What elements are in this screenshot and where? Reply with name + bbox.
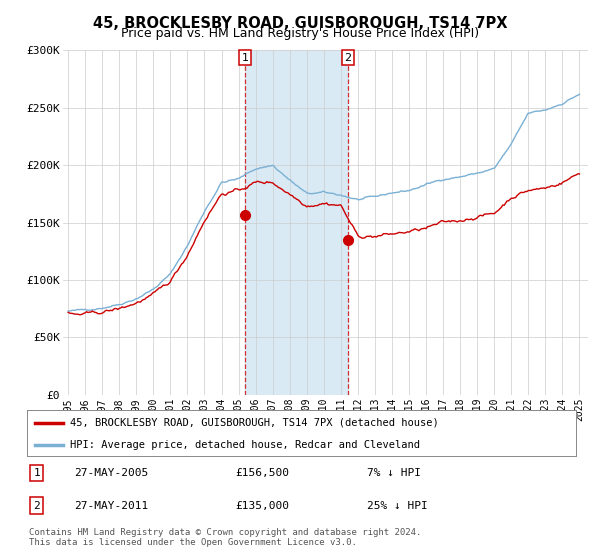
Text: 2: 2 bbox=[34, 501, 40, 511]
Text: 2: 2 bbox=[344, 53, 351, 63]
Text: Price paid vs. HM Land Registry's House Price Index (HPI): Price paid vs. HM Land Registry's House … bbox=[121, 27, 479, 40]
Text: 1: 1 bbox=[242, 53, 249, 63]
Text: 25% ↓ HPI: 25% ↓ HPI bbox=[367, 501, 428, 511]
Text: 1: 1 bbox=[34, 468, 40, 478]
Text: 45, BROCKLESBY ROAD, GUISBOROUGH, TS14 7PX: 45, BROCKLESBY ROAD, GUISBOROUGH, TS14 7… bbox=[93, 16, 507, 31]
Bar bbox=[245, 50, 347, 395]
Text: £156,500: £156,500 bbox=[236, 468, 290, 478]
Text: 27-MAY-2011: 27-MAY-2011 bbox=[74, 501, 148, 511]
Text: 45, BROCKLESBY ROAD, GUISBOROUGH, TS14 7PX (detached house): 45, BROCKLESBY ROAD, GUISBOROUGH, TS14 7… bbox=[70, 418, 439, 428]
Text: £135,000: £135,000 bbox=[236, 501, 290, 511]
Text: 27-MAY-2005: 27-MAY-2005 bbox=[74, 468, 148, 478]
Text: HPI: Average price, detached house, Redcar and Cleveland: HPI: Average price, detached house, Redc… bbox=[70, 440, 420, 450]
Text: Contains HM Land Registry data © Crown copyright and database right 2024.
This d: Contains HM Land Registry data © Crown c… bbox=[29, 528, 421, 547]
Text: 7% ↓ HPI: 7% ↓ HPI bbox=[367, 468, 421, 478]
